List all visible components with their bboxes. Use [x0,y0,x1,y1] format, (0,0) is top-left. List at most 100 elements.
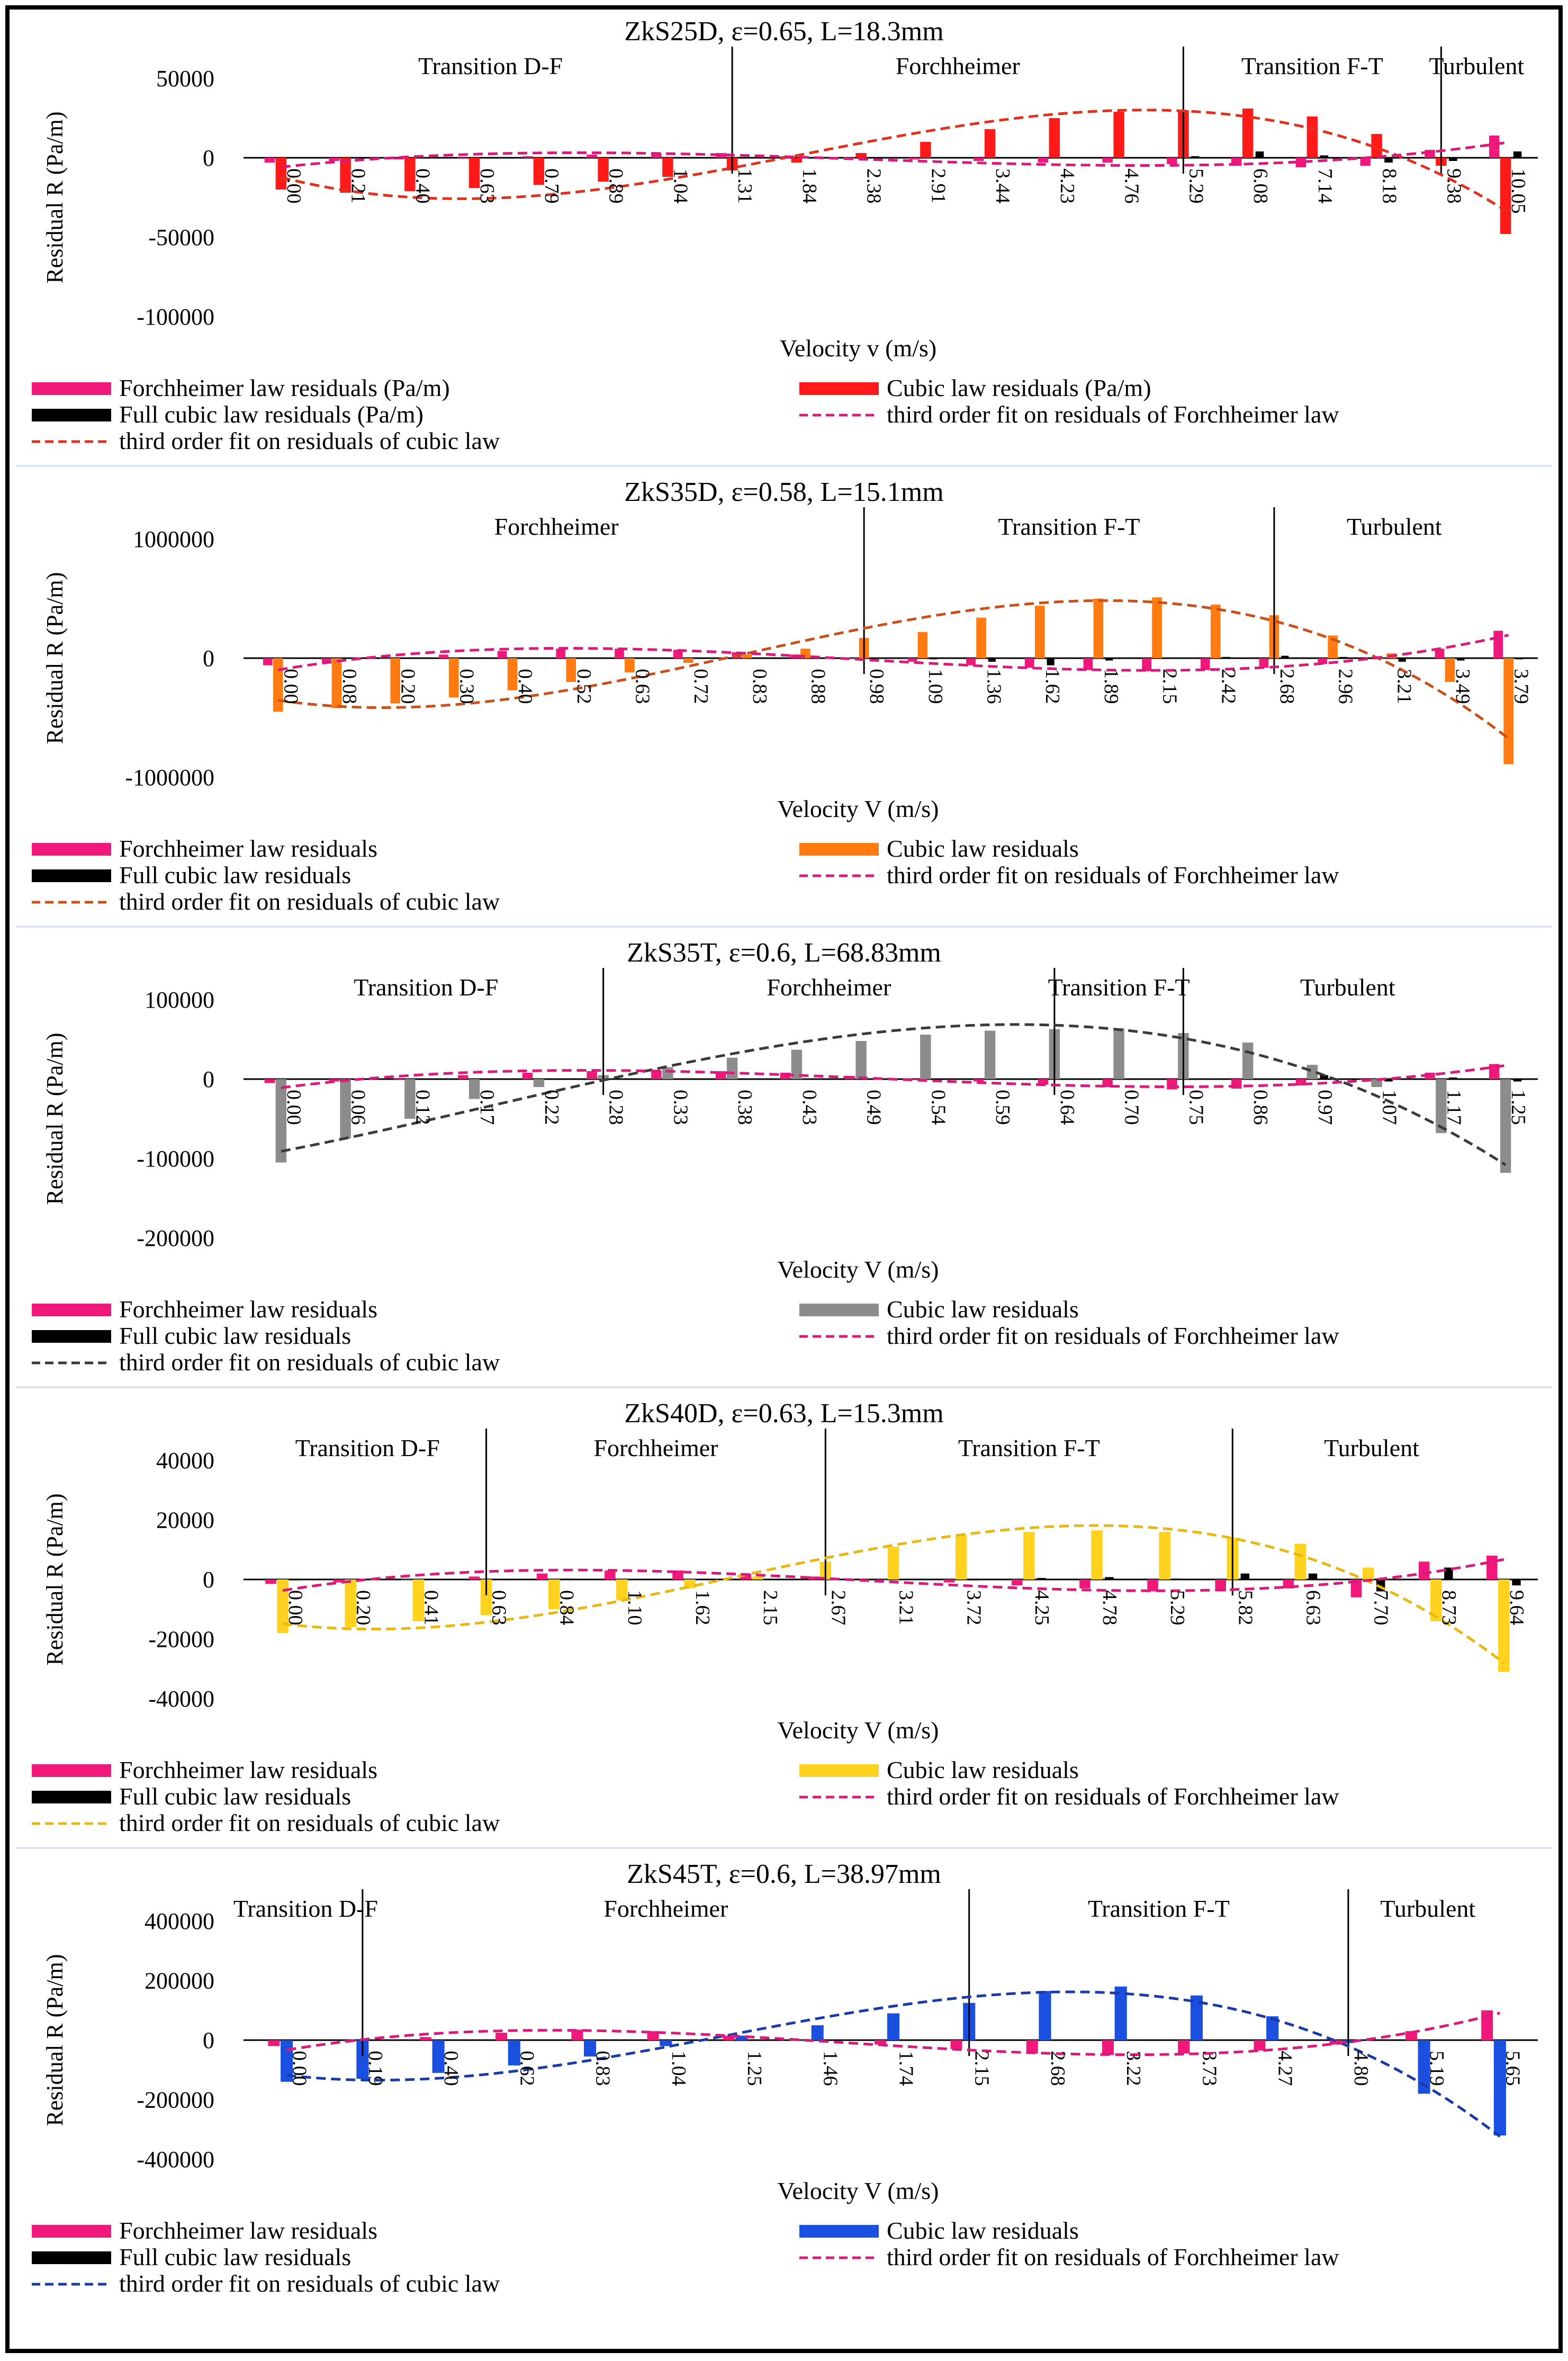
cubic-bar [616,1579,628,1601]
full-cubic-bar [1444,1567,1453,1579]
legend-forchheimer-swatch [32,843,111,856]
x-tick-label: 2.68 [1047,2051,1069,2086]
forchheimer-bar [522,1073,533,1079]
legend-cubic-swatch [799,1764,879,1777]
full-cubic-bar [1320,155,1329,158]
cubic-bar [887,2013,900,2040]
x-tick-label: 6.63 [1302,1590,1324,1626]
chart-title: ZkS25D, ε=0.65, L=18.3mm [624,16,943,47]
cubic-bar [1159,1532,1170,1579]
cubic-bar [662,1067,673,1079]
cubic-bar [1152,597,1162,658]
cubic-bar [533,158,545,185]
cubic-bar [508,2040,520,2066]
regime-label: Transition F-T [958,1434,1100,1461]
regime-label: Forchheimer [603,1895,728,1922]
legend-cubic-label: Cubic law residuals (Pa/m) [887,374,1151,401]
x-tick-label: 2.68 [1276,669,1298,704]
cubic-bar [791,158,803,163]
legend-cubic-label: Cubic law residuals [887,1296,1079,1323]
x-tick-label: 0.72 [690,669,712,704]
cubic-bar [1306,116,1318,158]
chart-panel: ZkS35T, ε=0.6, L=68.83mm -200000 -100000 0 1… [16,926,1552,1376]
full-cubic-bar [1513,151,1522,158]
cubic-bar [1500,158,1511,234]
legend-full-cubic-label: Full cubic law residuals [119,2243,351,2270]
legend-forchheimer-swatch [32,1764,111,1777]
forchheimer-bar [264,1079,275,1083]
x-tick-label: 0.83 [592,2051,614,2086]
forchheimer-bar [1215,1579,1226,1592]
full-cubic-bar [426,1579,436,1580]
figure-frame [5,5,1563,2353]
legend-cubic-swatch [799,382,879,395]
cubic-fit-curve [277,599,1510,740]
legend-full-cubic-swatch [32,2251,111,2264]
chart-panel: ZkS40D, ε=0.63, L=15.3mm -40000 -20000 0 200… [16,1386,1552,1836]
x-tick-label: 1.62 [1041,669,1064,704]
cubic-bar [662,158,673,177]
legend-cubic-label: Cubic law residuals [887,835,1079,862]
cubic-bar [920,142,931,158]
cubic-bar [726,1057,738,1079]
forchheimer-bar [1024,658,1034,668]
forchheimer-bar [265,1579,276,1584]
full-cubic-bar [1047,658,1055,666]
cubic-bar [1371,1079,1382,1087]
y-tick-label: 20000 [156,1507,214,1533]
x-tick-label: 0.70 [1121,1090,1143,1125]
y-tick-label: 200000 [145,1968,214,1994]
x-tick-label: 0.43 [798,1090,821,1125]
legend-fit-forchheimer-label: third order fit on residuals of Forchhei… [887,2243,1339,2270]
x-tick-label: 9.38 [1443,168,1465,204]
full-cubic-bar [754,658,762,659]
x-tick-label: 5.29 [1185,168,1207,204]
legend-fit-cubic-label: third order fit on residuals of cubic la… [119,1809,500,1836]
cubic-bar [1210,604,1221,658]
y-tick-label: 50000 [156,66,214,92]
x-tick-label: 0.00 [284,1590,307,1626]
legend-full-cubic-label: Full cubic law residuals [119,861,351,888]
forchheimer-bar [1360,158,1371,166]
cubic-bar [1266,2016,1279,2040]
forchheimer-bar [790,654,800,658]
legend-forchheimer-label: Forchheimer law residuals [119,1756,377,1783]
x-tick-label: 5.65 [1501,2051,1524,2086]
x-tick-label: 0.86 [1249,1090,1272,1125]
chart-panel: ZkS35D, ε=0.58, L=15.1mm -1000000 0 1000000… [16,465,1552,915]
forchheimer-bar [329,158,339,161]
full-cubic-bar [1513,1079,1522,1082]
full-cubic-bar [1105,1577,1114,1579]
y-tick-label: -50000 [148,225,214,250]
cubic-bar [345,1579,357,1627]
y-tick-label: 0 [203,2027,214,2053]
x-tick-label: 0.38 [734,1090,756,1125]
forchheimer-bar [615,649,624,658]
full-cubic-bar [1384,1079,1393,1082]
forchheimer-bar [571,2030,583,2040]
forchheimer-bar [329,1079,339,1082]
x-tick-label: 0.20 [397,669,419,704]
x-tick-label: 2.15 [1159,669,1181,704]
y-axis-label: Residual R (Pa/m) [42,572,68,744]
forchheimer-bar [715,153,726,158]
y-axis-label: Residual R (Pa/m) [42,1954,68,2126]
forchheimer-bar [1350,1579,1362,1597]
full-cubic-bar [1515,658,1524,660]
forchheimer-bar [909,1079,920,1080]
forchheimer-bar [380,658,390,659]
x-tick-label: 0.00 [283,1090,305,1125]
x-tick-label: 1.31 [734,168,756,204]
cubic-bar [1418,2040,1430,2094]
legend-full-cubic-swatch [32,869,111,882]
forchheimer-bar [673,650,683,658]
forchheimer-bar [1486,1556,1498,1579]
x-tick-label: 7.14 [1314,168,1336,204]
x-tick-label: 0.40 [440,2051,462,2086]
cubic-bar [920,1035,931,1079]
x-tick-label: 0.28 [605,1090,627,1125]
cubic-fit-curve [281,1023,1507,1166]
cubic-bar [566,658,576,682]
x-tick-label: 1.84 [798,168,821,204]
regime-label: Turbulent [1300,974,1395,1001]
